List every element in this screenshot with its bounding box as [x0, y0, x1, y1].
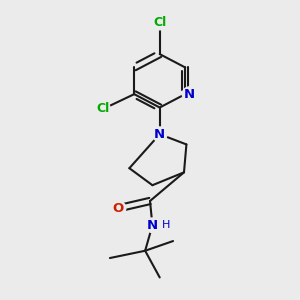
Circle shape: [152, 127, 167, 142]
Text: Cl: Cl: [96, 101, 109, 115]
Circle shape: [152, 15, 167, 30]
Text: N: N: [184, 88, 195, 101]
Circle shape: [111, 201, 126, 215]
Circle shape: [95, 101, 110, 115]
Text: N: N: [147, 219, 158, 232]
Text: Cl: Cl: [153, 16, 166, 29]
Text: N: N: [154, 128, 165, 141]
Text: H: H: [162, 220, 171, 230]
Circle shape: [145, 218, 160, 232]
Circle shape: [182, 87, 197, 101]
Text: O: O: [113, 202, 124, 215]
